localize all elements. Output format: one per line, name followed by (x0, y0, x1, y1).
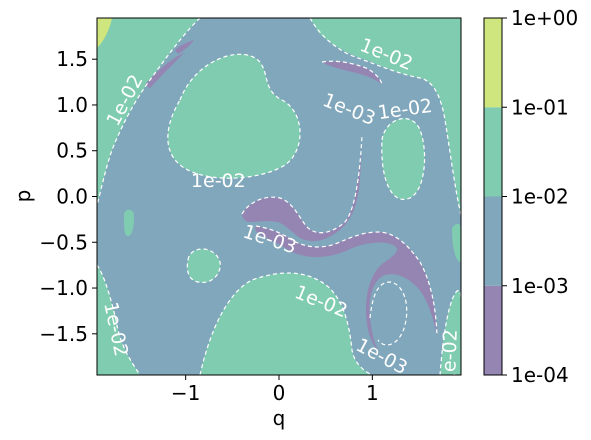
colorbar-band (484, 107, 502, 197)
x-tick-label: −1 (171, 381, 200, 405)
colorbar-band (484, 18, 502, 108)
region-left-small-oval (187, 248, 221, 283)
x-axis: −1 0 1 (171, 375, 379, 405)
y-tick-label: −1.5 (39, 322, 88, 346)
band-1e-01-1e+00 (97, 18, 112, 48)
y-tick-label: −0.5 (39, 230, 88, 254)
region-right-oval (381, 118, 425, 200)
colorbar-tick-label: 1e-02 (511, 185, 569, 209)
colorbar-band (484, 285, 502, 375)
contour-label: 1e-02 (438, 329, 462, 385)
colorbar-tick-label: 1e-04 (511, 363, 569, 387)
contour-label: 1e-02 (191, 170, 246, 192)
region-top-right-streak (322, 61, 382, 84)
band-1e-04-1e-03 (145, 40, 437, 350)
region-right-edge (452, 223, 461, 262)
region-top-left (97, 18, 200, 205)
region-s-curve (242, 135, 362, 242)
colorbar: 1e-04 1e-03 1e-02 1e-01 1e+00 (483, 6, 578, 387)
colorbar-tick-label: 1e-01 (511, 95, 569, 119)
y-tick-label: −1.0 (39, 276, 88, 300)
region-bottom-left (97, 265, 140, 375)
region-bottom-center (200, 273, 372, 375)
region-top-streak (145, 52, 185, 88)
x-axis-label: q (273, 406, 286, 430)
colorbar-band (484, 196, 502, 286)
region-top-streak-2 (175, 40, 194, 54)
region-small-left (124, 209, 134, 236)
band-1e-02-1e-01 (97, 18, 461, 375)
y-axis: 1.5 1.0 0.5 0.0 −0.5 −1.0 −1.5 (39, 47, 97, 346)
x-tick-label: 1 (366, 381, 379, 405)
x-tick-label: 0 (273, 381, 286, 405)
y-tick-label: 1.5 (56, 47, 88, 71)
colorbar-tick-label: 1e-03 (511, 274, 569, 298)
y-axis-label: p (11, 190, 35, 203)
region-top-right (310, 18, 461, 215)
colorbar-tick-label: 1e+00 (511, 6, 578, 30)
y-tick-label: 0.5 (56, 139, 88, 163)
y-tick-label: 1.0 (56, 93, 88, 117)
region-lower-arc (255, 226, 437, 350)
region-center-left-blob (167, 54, 301, 179)
region-bottom-right (440, 290, 461, 375)
y-tick-label: 0.0 (56, 185, 88, 209)
contour-lines (97, 18, 461, 375)
